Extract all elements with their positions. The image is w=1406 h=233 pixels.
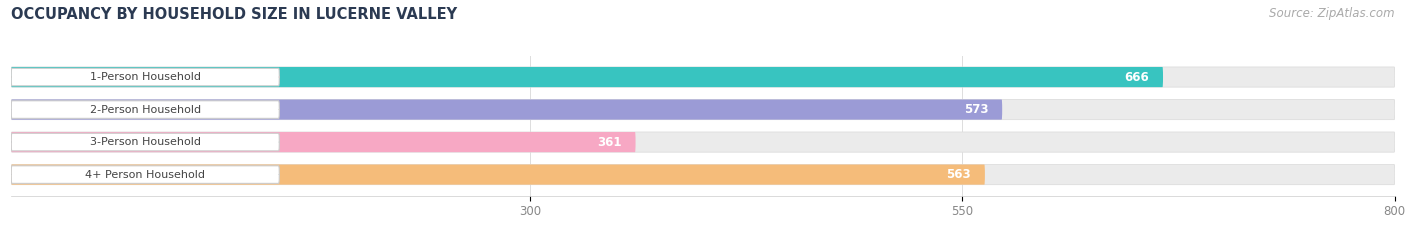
FancyBboxPatch shape <box>11 99 1395 120</box>
FancyBboxPatch shape <box>11 166 280 183</box>
Text: 1-Person Household: 1-Person Household <box>90 72 201 82</box>
Text: 361: 361 <box>598 136 621 149</box>
Text: Source: ZipAtlas.com: Source: ZipAtlas.com <box>1270 7 1395 20</box>
Text: 2-Person Household: 2-Person Household <box>90 105 201 115</box>
FancyBboxPatch shape <box>11 101 280 118</box>
Text: 4+ Person Household: 4+ Person Household <box>86 170 205 180</box>
Text: 3-Person Household: 3-Person Household <box>90 137 201 147</box>
FancyBboxPatch shape <box>11 132 636 152</box>
Text: OCCUPANCY BY HOUSEHOLD SIZE IN LUCERNE VALLEY: OCCUPANCY BY HOUSEHOLD SIZE IN LUCERNE V… <box>11 7 457 22</box>
FancyBboxPatch shape <box>11 164 1395 185</box>
FancyBboxPatch shape <box>11 164 984 185</box>
FancyBboxPatch shape <box>11 68 280 86</box>
Text: 573: 573 <box>965 103 988 116</box>
Text: 666: 666 <box>1125 71 1149 84</box>
FancyBboxPatch shape <box>11 67 1163 87</box>
FancyBboxPatch shape <box>11 99 1002 120</box>
FancyBboxPatch shape <box>11 132 1395 152</box>
Text: 563: 563 <box>946 168 972 181</box>
FancyBboxPatch shape <box>11 133 280 151</box>
FancyBboxPatch shape <box>11 67 1395 87</box>
